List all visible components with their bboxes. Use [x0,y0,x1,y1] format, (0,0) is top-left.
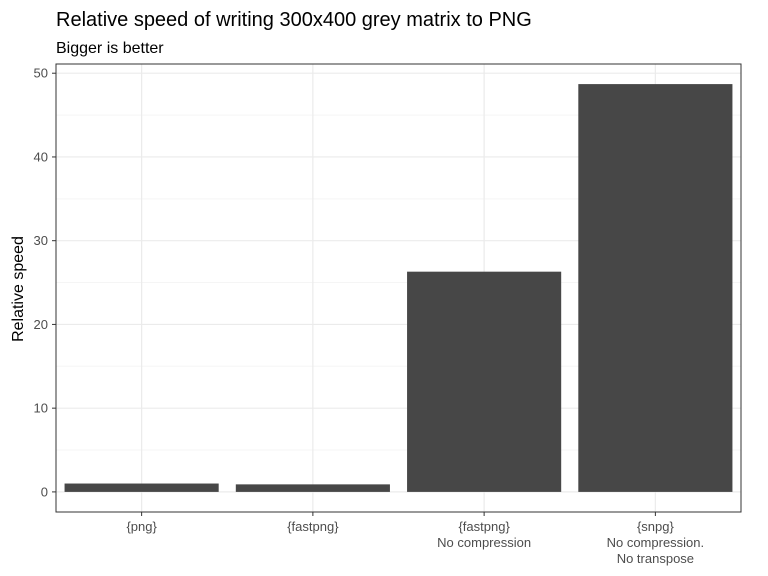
x-tick-label-line: No transpose [617,551,694,566]
x-tick-label-line: {snpg} [637,519,675,534]
y-axis: 0 10 20 30 40 50 [34,66,56,499]
x-tick-label-line: {fastpng} [287,519,339,534]
y-tick-label: 0 [41,484,48,499]
panel-border [55,63,742,513]
x-tick-label-line: No compression. [607,535,705,550]
y-tick-label: 50 [34,66,48,81]
x-tick-label: {png} [126,519,157,534]
x-tick-label-line: {png} [126,519,157,534]
x-tick-label: {fastpng} [287,519,339,534]
y-tick-label: 10 [34,401,48,416]
bar [578,84,733,492]
y-tick-label: 30 [34,233,48,248]
x-tick-label-line: No compression [437,535,531,550]
chart-subtitle: Bigger is better [56,40,164,57]
x-tick-label: {snpg} No compression. No transpose [607,519,705,566]
bar [235,484,390,492]
x-tick-label: {fastpng} No compression [437,519,531,550]
y-axis-title: Relative speed [10,236,27,342]
bar [64,483,219,492]
y-tick-label: 40 [34,149,48,164]
bar [407,271,562,492]
bars [64,84,733,492]
chart-title: Relative speed of writing 300x400 grey m… [56,9,532,31]
y-tick-label: 20 [34,317,48,332]
x-tick-label-line: {fastpng} [458,519,510,534]
x-axis: {png} {fastpng} {fastpng} No compression{sn… [126,512,704,566]
